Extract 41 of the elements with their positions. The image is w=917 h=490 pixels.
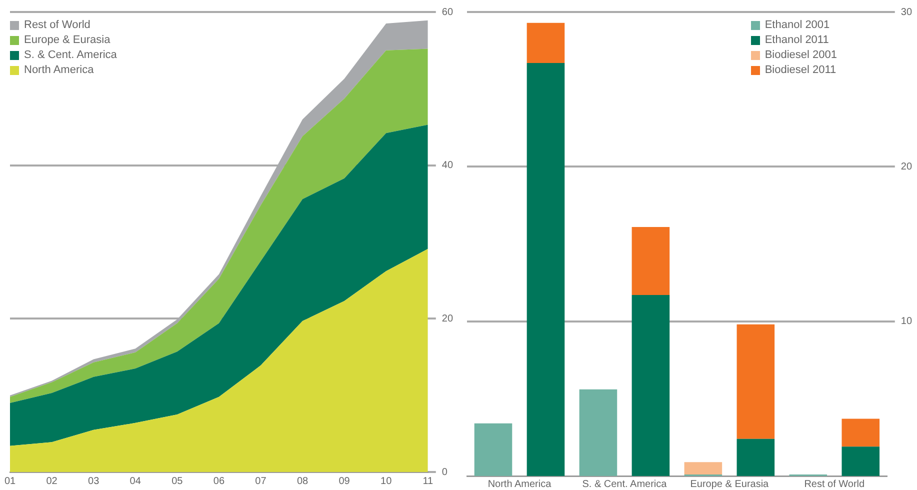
bar	[474, 423, 512, 476]
x-tick-label: 10	[380, 476, 392, 487]
bar	[841, 446, 880, 476]
legend-label: Europe & Eurasia	[24, 33, 110, 48]
bar	[684, 462, 722, 474]
bar	[526, 22, 564, 64]
x-tick-label: 02	[46, 476, 58, 487]
legend-label: Ethanol 2001	[764, 18, 830, 33]
legend-label: Biodiesel 2001	[764, 48, 837, 63]
bar	[631, 295, 670, 476]
x-tick-label: 03	[88, 476, 100, 487]
y-tick-label: 30	[900, 6, 912, 18]
bar	[736, 324, 774, 439]
y-tick-label: 60	[442, 6, 454, 18]
legend-label: North America	[24, 63, 94, 78]
bar	[841, 418, 880, 447]
x-tick-label: Europe & Eurasia	[690, 478, 769, 490]
legend-label: S. & Cent. America	[24, 48, 117, 63]
x-tick-label: 11	[422, 476, 434, 487]
x-tick-label: S. & Cent. America	[582, 478, 667, 490]
y-tick-label: 40	[442, 160, 454, 172]
x-tick-label: North America	[487, 478, 552, 490]
bar	[526, 63, 564, 476]
bar	[578, 389, 617, 476]
legend-label: Rest of World	[24, 18, 90, 33]
legend-label: Ethanol 2011	[764, 33, 829, 48]
x-tick-label: Rest of World	[804, 478, 864, 490]
y-tick-label: 0	[442, 466, 448, 478]
bar	[736, 438, 774, 476]
legend-label: Biodiesel 2011	[764, 63, 836, 78]
x-tick-label: 01	[4, 476, 16, 487]
x-tick-label: 05	[172, 476, 184, 487]
x-tick-label: 06	[213, 476, 225, 487]
x-tick-label: 08	[296, 476, 309, 487]
y-tick-label: 20	[900, 161, 912, 172]
y-tick-label: 20	[442, 313, 454, 324]
bar	[631, 226, 670, 296]
x-tick-label: 07	[255, 476, 267, 487]
x-tick-label: 09	[338, 476, 350, 487]
y-tick-label: 10	[900, 316, 912, 328]
x-tick-label: 04	[130, 476, 142, 487]
